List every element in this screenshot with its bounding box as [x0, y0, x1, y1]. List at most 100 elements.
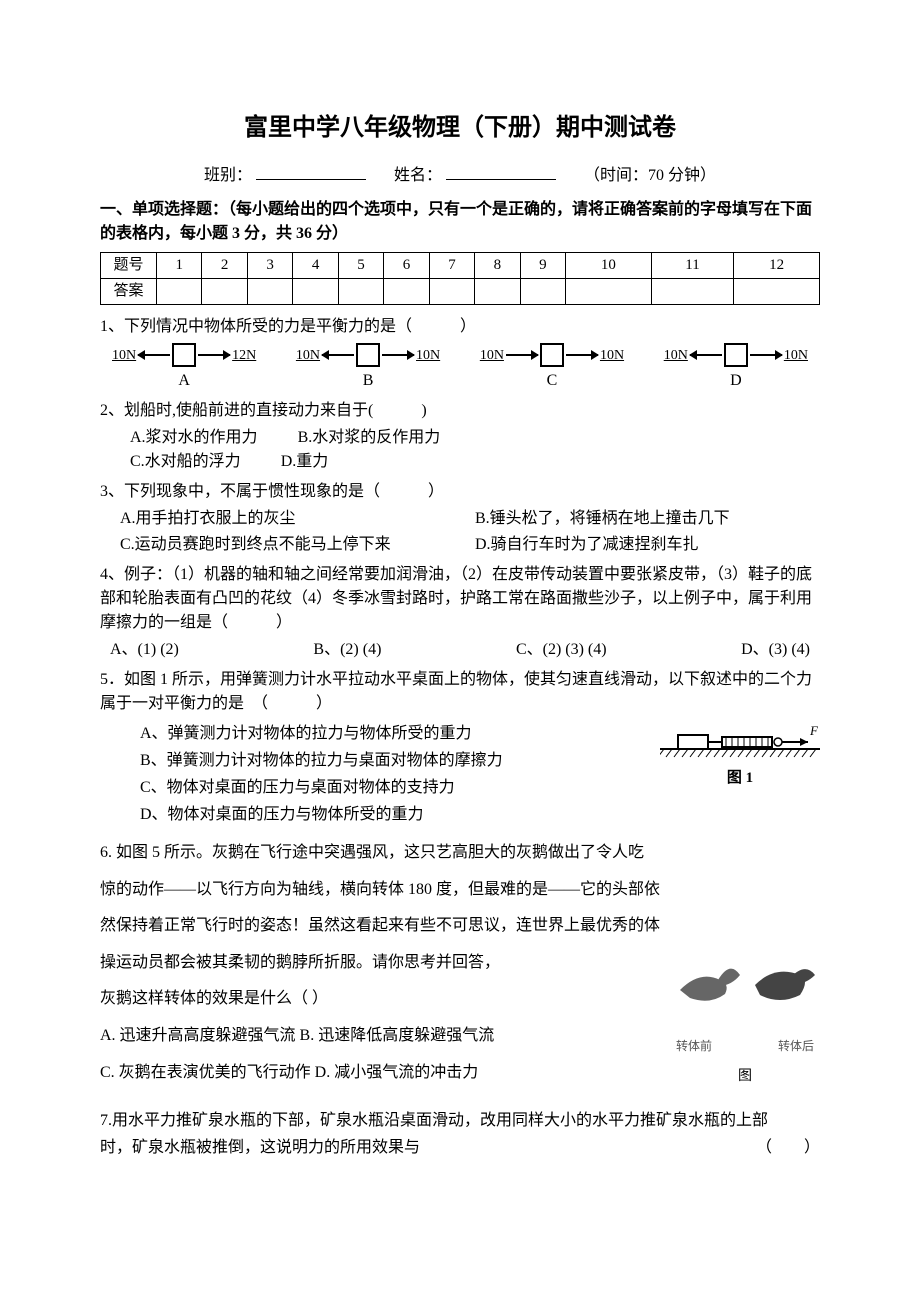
- page-title: 富里中学八年级物理（下册）期中测试卷: [100, 110, 820, 146]
- block-box: [724, 343, 748, 367]
- answer-cell: [338, 279, 383, 305]
- q6-line: 6. 如图 5 所示。灰鹅在飞行途中突遇强风，这只艺高胆大的灰鹅做出了令人吃: [100, 836, 820, 870]
- force-label: 10N: [600, 345, 624, 366]
- class-blank: [256, 179, 366, 180]
- q5-stem: 5．如图 1 所示，用弹簧测力计水平拉动水平桌面上的物体，使其匀速直线滑动，以下…: [100, 668, 820, 716]
- answer-cell: [475, 279, 520, 305]
- arrow-right-icon: [506, 354, 538, 356]
- block-box: [172, 343, 196, 367]
- q2-opt-b: B.水对浆的反作用力: [298, 426, 441, 450]
- q1-diagram-d: 10N 10N D: [664, 343, 808, 393]
- answer-cell: [202, 279, 247, 305]
- block-box: [540, 343, 564, 367]
- q1-diagram-c: 10N 10N C: [480, 343, 624, 393]
- answer-cell: [247, 279, 292, 305]
- q5-opt-b: B、弹簧测力计对物体的拉力与桌面对物体的摩擦力: [140, 749, 642, 773]
- q5-opts: A、弹簧测力计对物体的拉力与物体所受的重力 B、弹簧测力计对物体的拉力与桌面对物…: [140, 719, 642, 830]
- q7-line2-left: 时，矿泉水瓶被推倒，这说明力的所用效果与: [100, 1136, 420, 1160]
- q2-opts-row2: C.水对船的浮力 D.重力: [130, 450, 820, 474]
- q7-line2: 时，矿泉水瓶被推倒，这说明力的所用效果与 （ ）: [100, 1136, 820, 1160]
- force-label: 10N: [784, 345, 808, 366]
- force-label: 10N: [112, 345, 136, 366]
- question-4: 4、例子：（1）机器的轴和轴之间经常要加润滑油，（2）在皮带传动装置中要张紧皮带…: [100, 563, 820, 662]
- qnum: 3: [247, 253, 292, 279]
- arrow-left-icon: [690, 354, 722, 356]
- force-label: 10N: [296, 345, 320, 366]
- q1-diagrams: 10N 12N A 10N 10N B 10N: [100, 343, 820, 393]
- q3-stem: 3、下列现象中，不属于惯性现象的是（ ）: [100, 480, 820, 504]
- q1-diagram-a: 10N 12N A: [112, 343, 256, 393]
- answer-cell: [157, 279, 202, 305]
- question-1: 1、下列情况中物体所受的力是平衡力的是（ ） 10N 12N A 10N 10N…: [100, 315, 820, 393]
- qnum: 10: [566, 253, 652, 279]
- svg-text:F: F: [809, 723, 819, 738]
- figure-5-caption: 图: [670, 1062, 820, 1091]
- q5-opt-c: C、物体对桌面的压力与桌面对物体的支持力: [140, 776, 642, 800]
- arrow-left-icon: [138, 354, 170, 356]
- info-line: 班别： 姓名： （时间：70 分钟）: [100, 164, 820, 188]
- diagram-letter: D: [730, 369, 742, 393]
- q6-line: 惊的动作——以飞行方向为轴线，横向转体 180 度，但最难的是——它的头部依: [100, 873, 820, 907]
- goose-icon: [670, 950, 820, 1020]
- q4-opt-a: A、(1) (2): [110, 638, 179, 662]
- q5-opt-a: A、弹簧测力计对物体的拉力与物体所受的重力: [140, 722, 642, 746]
- q2-opt-d: D.重力: [281, 450, 329, 474]
- answer-cell: [651, 279, 734, 305]
- q6-img-labels: 转体前 转体后: [670, 1032, 820, 1059]
- question-7: 7.用水平力推矿泉水瓶的下部，矿泉水瓶沿桌面滑动，改用同样大小的水平力推矿泉水瓶…: [100, 1109, 820, 1160]
- q2-opt-a: A.浆对水的作用力: [130, 426, 258, 450]
- answer-grid: 题号 1 2 3 4 5 6 7 8 9 10 11 12 答案: [100, 252, 820, 305]
- qnum: 4: [293, 253, 338, 279]
- q4-opt-d: D、(3) (4): [741, 638, 810, 662]
- label-before: 转体前: [676, 1034, 712, 1059]
- force-label: 12N: [232, 345, 256, 366]
- row-label: 题号: [101, 253, 157, 279]
- question-3: 3、下列现象中，不属于惯性现象的是（ ） A.用手拍打衣服上的灰尘 B.锤头松了…: [100, 480, 820, 557]
- qnum: 5: [338, 253, 383, 279]
- table-row: 题号 1 2 3 4 5 6 7 8 9 10 11 12: [101, 253, 820, 279]
- force-label: 10N: [664, 345, 688, 366]
- q4-opt-c: C、(2) (3) (4): [516, 638, 607, 662]
- answer-cell: [384, 279, 429, 305]
- q4-stem: 4、例子：（1）机器的轴和轴之间经常要加润滑油，（2）在皮带传动装置中要张紧皮带…: [100, 563, 820, 635]
- section1-heading: 一、单项选择题：（每小题给出的四个选项中，只有一个是正确的，请将正确答案前的字母…: [100, 198, 820, 246]
- q2-opts-row1: A.浆对水的作用力 B.水对浆的反作用力: [130, 426, 820, 450]
- question-2: 2、划船时,使船前进的直接动力来自于( ) A.浆对水的作用力 B.水对浆的反作…: [100, 399, 820, 474]
- figure-5: 转体前 转体后 图: [670, 950, 820, 1091]
- q5-opt-d: D、物体对桌面的压力与物体所受的重力: [140, 803, 642, 827]
- qnum: 1: [157, 253, 202, 279]
- spring-scale-icon: F: [660, 719, 820, 765]
- table-row: 答案: [101, 279, 820, 305]
- name-blank: [446, 179, 556, 180]
- q3-opt-a: A.用手拍打衣服上的灰尘: [120, 507, 465, 531]
- q7-paren: （ ）: [756, 1136, 820, 1160]
- arrow-left-icon: [322, 354, 354, 356]
- diagram-letter: C: [547, 369, 558, 393]
- label-after: 转体后: [778, 1034, 814, 1059]
- answer-cell: [734, 279, 820, 305]
- qnum: 6: [384, 253, 429, 279]
- qnum: 7: [429, 253, 474, 279]
- q2-stem: 2、划船时,使船前进的直接动力来自于( ): [100, 399, 820, 423]
- diagram-letter: B: [363, 369, 374, 393]
- qnum: 11: [651, 253, 734, 279]
- arrow-right-icon: [566, 354, 598, 356]
- q4-opts: A、(1) (2) B、(2) (4) C、(2) (3) (4) D、(3) …: [100, 638, 820, 662]
- q4-opt-b: B、(2) (4): [313, 638, 381, 662]
- arrow-right-icon: [198, 354, 230, 356]
- qnum: 8: [475, 253, 520, 279]
- q3-opt-b: B.锤头松了，将锤柄在地上撞击几下: [475, 507, 820, 531]
- name-label: 姓名：: [394, 167, 442, 184]
- question-6: 6. 如图 5 所示。灰鹅在飞行途中突遇强风，这只艺高胆大的灰鹅做出了令人吃 惊…: [100, 836, 820, 1095]
- arrow-right-icon: [750, 354, 782, 356]
- class-label: 班别：: [204, 167, 252, 184]
- qnum: 9: [520, 253, 565, 279]
- answer-cell: [293, 279, 338, 305]
- force-label: 10N: [416, 345, 440, 366]
- figure-1: F 图 1: [660, 719, 820, 790]
- block-box: [356, 343, 380, 367]
- q2-opt-c: C.水对船的浮力: [130, 450, 241, 474]
- answer-cell: [429, 279, 474, 305]
- question-5: 5．如图 1 所示，用弹簧测力计水平拉动水平桌面上的物体，使其匀速直线滑动，以下…: [100, 668, 820, 830]
- arrow-right-icon: [382, 354, 414, 356]
